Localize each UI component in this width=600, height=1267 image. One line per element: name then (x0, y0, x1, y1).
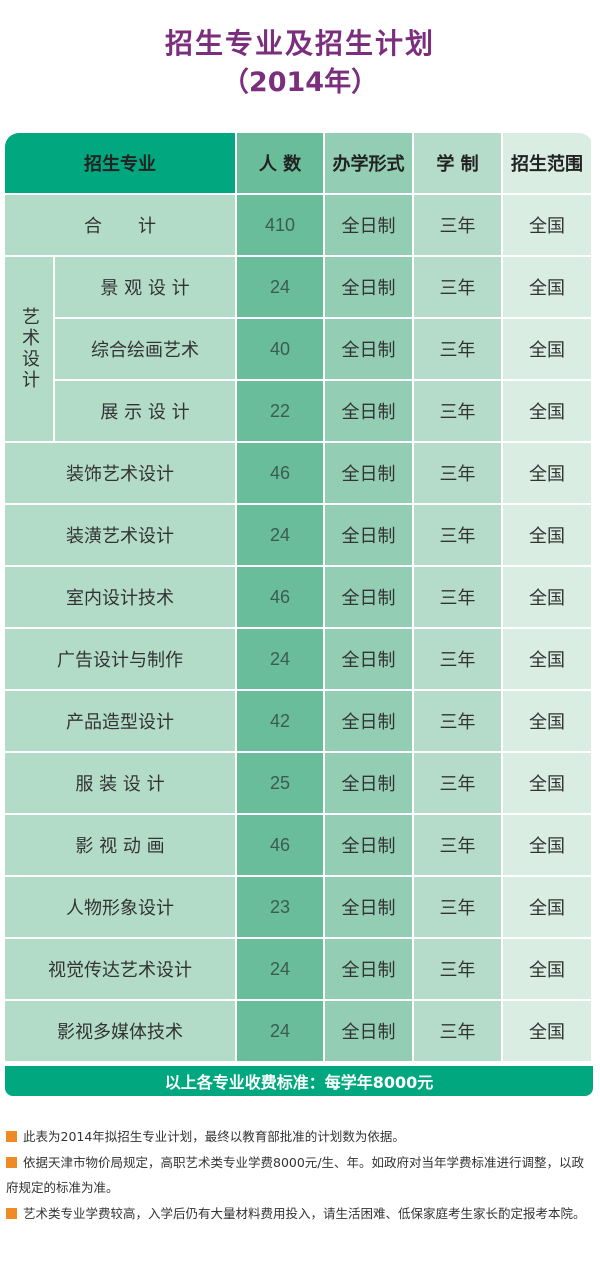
years-cell: 三年 (414, 319, 501, 379)
header-major: 招生专业 (5, 133, 235, 193)
years-cell: 三年 (414, 257, 501, 317)
years-cell: 三年 (414, 877, 501, 937)
scope-cell: 全国 (503, 753, 591, 813)
scope-cell: 全国 (503, 939, 591, 999)
header-years: 学 制 (414, 133, 501, 193)
major-name: 室内设计技术 (5, 567, 235, 627)
mode-cell: 全日制 (325, 939, 412, 999)
major-name: 产品造型设计 (5, 691, 235, 751)
mode-cell: 全日制 (325, 381, 412, 441)
years-cell: 三年 (414, 381, 501, 441)
mode-cell: 全日制 (325, 567, 412, 627)
major-name: 人物形象设计 (5, 877, 235, 937)
years-cell: 三年 (414, 443, 501, 503)
bullet-square-icon (6, 1156, 17, 1168)
notes: 此表为2014年拟招生专业计划，最终以教育部批准的计划数为依据。 依据天津市物价… (6, 1124, 596, 1226)
mode-cell: 全日制 (325, 629, 412, 689)
bullet-square-icon (6, 1207, 17, 1219)
mode-cell: 全日制 (325, 257, 412, 317)
count-cell: 25 (237, 753, 323, 813)
scope-cell: 全国 (503, 1001, 591, 1061)
mode-cell: 全日制 (325, 815, 412, 875)
total-years: 三年 (414, 195, 501, 255)
mode-cell: 全日制 (325, 505, 412, 565)
major-name: 景 观 设 计 (55, 257, 235, 317)
mode-cell: 全日制 (325, 691, 412, 751)
scope-cell: 全国 (503, 319, 591, 379)
scope-cell: 全国 (503, 505, 591, 565)
note-item: 艺术类专业学费较高，入学后仍有大量材料费用投入，请生活困难、低保家庭考生家长酌定… (6, 1201, 596, 1227)
scope-cell: 全国 (503, 257, 591, 317)
major-name: 装饰艺术设计 (5, 443, 235, 503)
scope-cell: 全国 (503, 443, 591, 503)
years-cell: 三年 (414, 691, 501, 751)
years-cell: 三年 (414, 939, 501, 999)
total-label: 合 计 (5, 195, 235, 255)
years-cell: 三年 (414, 567, 501, 627)
total-count: 410 (237, 195, 323, 255)
scope-cell: 全国 (503, 629, 591, 689)
total-scope: 全国 (503, 195, 591, 255)
enrollment-table: 招生专业 人 数 办学形式 学 制 招生范围 合 计 410 全日制 三年 全国… (5, 133, 593, 1061)
total-mode: 全日制 (325, 195, 412, 255)
count-cell: 24 (237, 505, 323, 565)
header-count: 人 数 (237, 133, 323, 193)
header-scope: 招生范围 (503, 133, 591, 193)
page-subtitle: （2014年） (221, 67, 379, 98)
count-cell: 46 (237, 567, 323, 627)
header-mode: 办学形式 (325, 133, 412, 193)
scope-cell: 全国 (503, 381, 591, 441)
major-name: 影视多媒体技术 (5, 1001, 235, 1061)
note-item: 此表为2014年拟招生专业计划，最终以教育部批准的计划数为依据。 (6, 1124, 596, 1150)
count-cell: 46 (237, 815, 323, 875)
mode-cell: 全日制 (325, 753, 412, 813)
count-cell: 24 (237, 1001, 323, 1061)
years-cell: 三年 (414, 505, 501, 565)
fee-standard-bar: 以上各专业收费标准：每学年8000元 (5, 1066, 593, 1096)
major-name: 装潢艺术设计 (5, 505, 235, 565)
group-label: 艺术设计 (5, 257, 53, 441)
note-item: 依据天津市物价局规定，高职艺术类专业学费8000元/生、年。如政府对当年学费标准… (6, 1154, 585, 1195)
scope-cell: 全国 (503, 567, 591, 627)
scope-cell: 全国 (503, 815, 591, 875)
mode-cell: 全日制 (325, 1001, 412, 1061)
major-name: 视觉传达艺术设计 (5, 939, 235, 999)
scope-cell: 全国 (503, 877, 591, 937)
bullet-square-icon (6, 1131, 17, 1142)
major-name: 综合绘画艺术 (55, 319, 235, 379)
count-cell: 23 (237, 877, 323, 937)
years-cell: 三年 (414, 753, 501, 813)
major-name: 广告设计与制作 (5, 629, 235, 689)
years-cell: 三年 (414, 1001, 501, 1061)
count-cell: 24 (237, 257, 323, 317)
count-cell: 42 (237, 691, 323, 751)
years-cell: 三年 (414, 815, 501, 875)
mode-cell: 全日制 (325, 877, 412, 937)
major-name: 服 装 设 计 (5, 753, 235, 813)
scope-cell: 全国 (503, 691, 591, 751)
years-cell: 三年 (414, 629, 501, 689)
mode-cell: 全日制 (325, 319, 412, 379)
count-cell: 22 (237, 381, 323, 441)
count-cell: 40 (237, 319, 323, 379)
major-name: 展 示 设 计 (55, 381, 235, 441)
count-cell: 46 (237, 443, 323, 503)
count-cell: 24 (237, 939, 323, 999)
count-cell: 24 (237, 629, 323, 689)
major-name: 影 视 动 画 (5, 815, 235, 875)
mode-cell: 全日制 (325, 443, 412, 503)
page-title: 招生专业及招生计划 (164, 27, 435, 60)
